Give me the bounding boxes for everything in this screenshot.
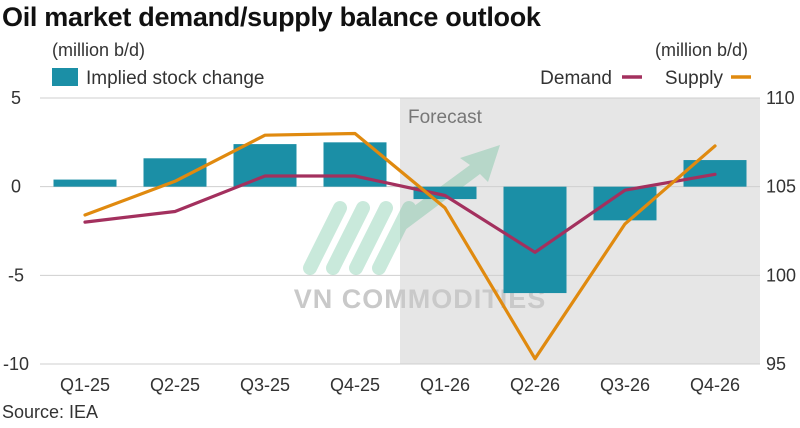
x-tick-label: Q2-25 xyxy=(150,375,200,395)
x-tick-label: Q2-26 xyxy=(510,375,560,395)
right-tick-label: 95 xyxy=(766,354,786,374)
legend-swatch-stock-change xyxy=(52,68,78,86)
demand-line xyxy=(83,172,717,254)
left-axis-unit: (million b/d) xyxy=(52,40,146,60)
x-tick-label: Q3-26 xyxy=(600,375,650,395)
forecast-label: Forecast xyxy=(408,107,483,128)
x-tick-label: Q1-26 xyxy=(420,375,470,395)
right-tick-label: 100 xyxy=(766,265,796,285)
right-tick-label: 110 xyxy=(766,88,795,108)
left-tick-label: -5 xyxy=(8,265,24,285)
legend-label-supply: Supply xyxy=(665,68,724,89)
left-tick-label: -10 xyxy=(3,354,29,374)
legend-label-demand: Demand xyxy=(540,68,612,89)
supply-line xyxy=(83,131,717,361)
x-tick-label: Q4-25 xyxy=(330,375,380,395)
x-tick-label: Q3-25 xyxy=(240,375,290,395)
right-tick-label: 105 xyxy=(766,177,796,197)
bar-Q1-25 xyxy=(53,179,117,187)
right-axis-unit: (million b/d) xyxy=(654,40,748,60)
x-tick-label: Q1-25 xyxy=(60,375,110,395)
bar-Q3-25 xyxy=(233,144,297,187)
x-tick-label: Q4-26 xyxy=(690,375,740,395)
chart-title: Oil market demand/supply balance outlook xyxy=(2,2,541,32)
watermark-text: VN COMMODITIES xyxy=(294,284,547,314)
left-tick-label: 0 xyxy=(11,177,21,197)
left-tick-label: 5 xyxy=(11,88,21,108)
forecast-region xyxy=(400,98,760,364)
legend-label-stock-change: Implied stock change xyxy=(86,68,265,89)
source-note: Source: IEA xyxy=(2,402,99,422)
